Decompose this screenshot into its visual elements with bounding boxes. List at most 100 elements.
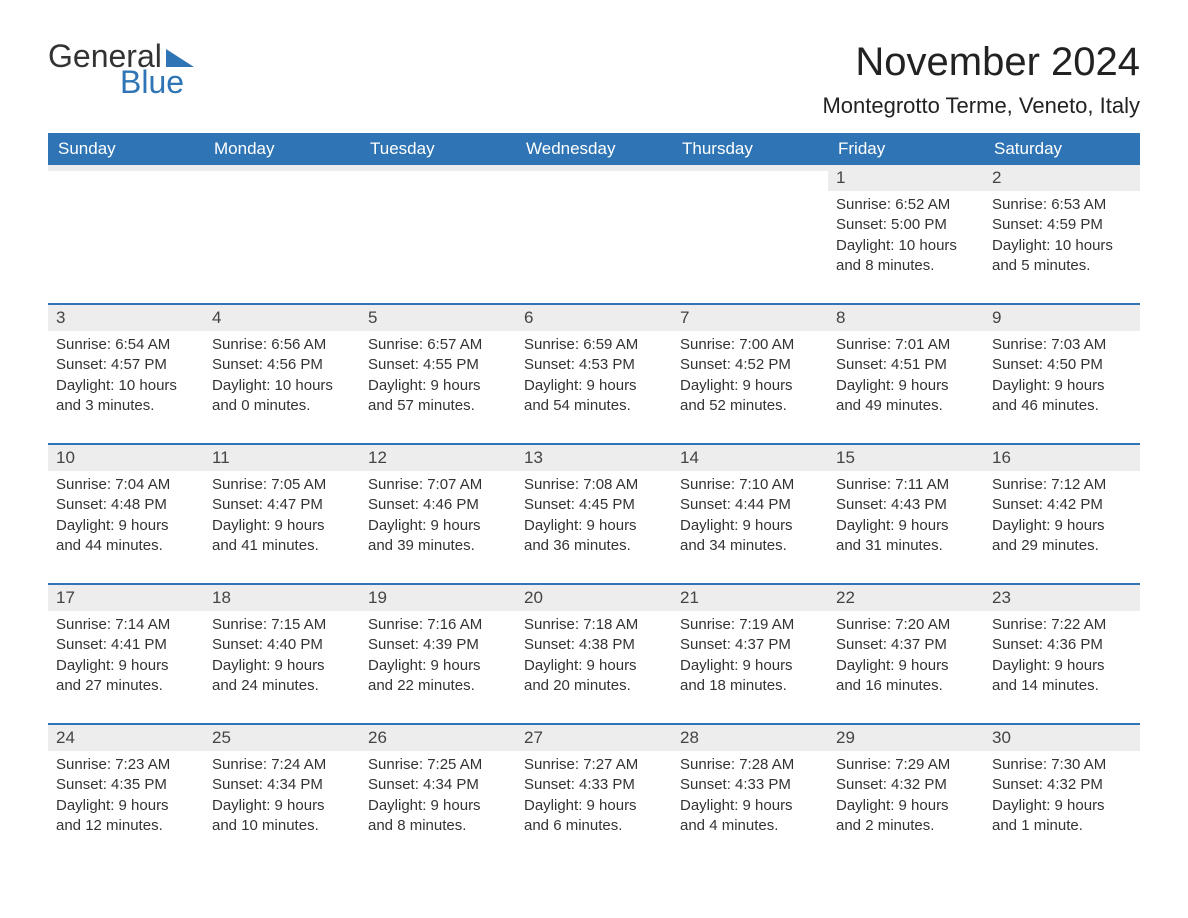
calendar-week: 1Sunrise: 6:52 AMSunset: 5:00 PMDaylight… bbox=[48, 165, 1140, 285]
day-details: Sunrise: 7:27 AMSunset: 4:33 PMDaylight:… bbox=[516, 751, 672, 840]
calendar-header-cell: Monday bbox=[204, 133, 360, 165]
day-number: 12 bbox=[368, 448, 387, 467]
daylight-text: Daylight: 9 hours and 46 minutes. bbox=[992, 376, 1132, 417]
calendar-week: 10Sunrise: 7:04 AMSunset: 4:48 PMDayligh… bbox=[48, 443, 1140, 565]
day-number-row: 10 bbox=[48, 445, 204, 471]
sunrise-text: Sunrise: 7:07 AM bbox=[368, 475, 508, 495]
calendar-body: 1Sunrise: 6:52 AMSunset: 5:00 PMDaylight… bbox=[48, 165, 1140, 845]
day-details: Sunrise: 6:57 AMSunset: 4:55 PMDaylight:… bbox=[360, 331, 516, 420]
sunrise-text: Sunrise: 7:18 AM bbox=[524, 615, 664, 635]
day-number: 1 bbox=[836, 168, 845, 187]
page-header: General Blue November 2024 Montegrotto T… bbox=[48, 40, 1140, 119]
location-subtitle: Montegrotto Terme, Veneto, Italy bbox=[822, 93, 1140, 119]
sunrise-text: Sunrise: 6:53 AM bbox=[992, 195, 1132, 215]
sunrise-text: Sunrise: 6:59 AM bbox=[524, 335, 664, 355]
calendar-day: 14 Sunrise: 7:10 AMSunset: 4:44 PMDayligh… bbox=[672, 445, 828, 565]
sunrise-text: Sunrise: 7:19 AM bbox=[680, 615, 820, 635]
day-number-row: 22 bbox=[828, 585, 984, 611]
calendar-header-row: SundayMondayTuesdayWednesdayThursdayFrid… bbox=[48, 133, 1140, 165]
daylight-text: Daylight: 9 hours and 14 minutes. bbox=[992, 656, 1132, 697]
sunset-text: Sunset: 4:52 PM bbox=[680, 355, 820, 375]
calendar-day bbox=[204, 165, 360, 285]
daylight-text: Daylight: 9 hours and 49 minutes. bbox=[836, 376, 976, 417]
calendar-day: 24Sunrise: 7:23 AMSunset: 4:35 PMDayligh… bbox=[48, 725, 204, 845]
day-details: Sunrise: 6:59 AMSunset: 4:53 PMDaylight:… bbox=[516, 331, 672, 420]
day-number: 14 bbox=[680, 448, 699, 467]
daylight-text: Daylight: 9 hours and 12 minutes. bbox=[56, 796, 196, 837]
calendar-day: 25Sunrise: 7:24 AMSunset: 4:34 PMDayligh… bbox=[204, 725, 360, 845]
calendar-day: 28Sunrise: 7:28 AMSunset: 4:33 PMDayligh… bbox=[672, 725, 828, 845]
day-details: Sunrise: 7:20 AMSunset: 4:37 PMDaylight:… bbox=[828, 611, 984, 700]
sunrise-text: Sunrise: 7:03 AM bbox=[992, 335, 1132, 355]
day-number-row: 23 bbox=[984, 585, 1140, 611]
day-number-row: 16 bbox=[984, 445, 1140, 471]
day-details: Sunrise: 7:04 AMSunset: 4:48 PMDaylight:… bbox=[48, 471, 204, 560]
sunset-text: Sunset: 4:33 PM bbox=[524, 775, 664, 795]
day-details: Sunrise: 6:56 AMSunset: 4:56 PMDaylight:… bbox=[204, 331, 360, 420]
sunset-text: Sunset: 4:57 PM bbox=[56, 355, 196, 375]
sunrise-text: Sunrise: 7:08 AM bbox=[524, 475, 664, 495]
sunset-text: Sunset: 4:43 PM bbox=[836, 495, 976, 515]
daylight-text: Daylight: 9 hours and 57 minutes. bbox=[368, 376, 508, 417]
day-number-row: 6 bbox=[516, 305, 672, 331]
daylight-text: Daylight: 10 hours and 8 minutes. bbox=[836, 236, 976, 277]
day-number-row: 9 bbox=[984, 305, 1140, 331]
calendar-day: 29 Sunrise: 7:29 AMSunset: 4:32 PMDayligh… bbox=[828, 725, 984, 845]
sunset-text: Sunset: 4:46 PM bbox=[368, 495, 508, 515]
day-number: 7 bbox=[680, 308, 689, 327]
day-details: Sunrise: 7:22 AMSunset: 4:36 PMDaylight:… bbox=[984, 611, 1140, 700]
day-number-row: 19 bbox=[360, 585, 516, 611]
day-number: 20 bbox=[524, 588, 543, 607]
daylight-text: Daylight: 9 hours and 24 minutes. bbox=[212, 656, 352, 697]
day-details: Sunrise: 7:25 AMSunset: 4:34 PMDaylight:… bbox=[360, 751, 516, 840]
daylight-text: Daylight: 9 hours and 20 minutes. bbox=[524, 656, 664, 697]
day-number-row: 8 bbox=[828, 305, 984, 331]
day-number-row: 28 bbox=[672, 725, 828, 751]
day-number-row: 30 bbox=[984, 725, 1140, 751]
daylight-text: Daylight: 9 hours and 8 minutes. bbox=[368, 796, 508, 837]
day-number-row: 5 bbox=[360, 305, 516, 331]
day-number: 2 bbox=[992, 168, 1001, 187]
sunset-text: Sunset: 4:47 PM bbox=[212, 495, 352, 515]
calendar-day: 4Sunrise: 6:56 AMSunset: 4:56 PMDaylight… bbox=[204, 305, 360, 425]
daylight-text: Daylight: 9 hours and 4 minutes. bbox=[680, 796, 820, 837]
day-number: 3 bbox=[56, 308, 65, 327]
day-number: 26 bbox=[368, 728, 387, 747]
daylight-text: Daylight: 9 hours and 6 minutes. bbox=[524, 796, 664, 837]
calendar-week: 17Sunrise: 7:14 AMSunset: 4:41 PMDayligh… bbox=[48, 583, 1140, 705]
sunset-text: Sunset: 4:34 PM bbox=[368, 775, 508, 795]
calendar-day bbox=[360, 165, 516, 285]
calendar-day: 21Sunrise: 7:19 AMSunset: 4:37 PMDayligh… bbox=[672, 585, 828, 705]
sunrise-text: Sunrise: 7:25 AM bbox=[368, 755, 508, 775]
sunset-text: Sunset: 4:56 PM bbox=[212, 355, 352, 375]
day-number: 16 bbox=[992, 448, 1011, 467]
day-details: Sunrise: 7:08 AMSunset: 4:45 PMDaylight:… bbox=[516, 471, 672, 560]
sunset-text: Sunset: 4:53 PM bbox=[524, 355, 664, 375]
logo-text-blue: Blue bbox=[120, 66, 200, 98]
day-number: 28 bbox=[680, 728, 699, 747]
day-details: Sunrise: 7:01 AMSunset: 4:51 PMDaylight:… bbox=[828, 331, 984, 420]
day-number-row: 7 bbox=[672, 305, 828, 331]
sunset-text: Sunset: 4:50 PM bbox=[992, 355, 1132, 375]
day-number: 13 bbox=[524, 448, 543, 467]
daylight-text: Daylight: 9 hours and 52 minutes. bbox=[680, 376, 820, 417]
day-number: 29 bbox=[836, 728, 855, 747]
daylight-text: Daylight: 9 hours and 16 minutes. bbox=[836, 656, 976, 697]
day-number: 24 bbox=[56, 728, 75, 747]
day-details: Sunrise: 7:14 AMSunset: 4:41 PMDaylight:… bbox=[48, 611, 204, 700]
daylight-text: Daylight: 9 hours and 39 minutes. bbox=[368, 516, 508, 557]
calendar-day: 16 Sunrise: 7:12 AMSunset: 4:42 PMDayligh… bbox=[984, 445, 1140, 565]
sunset-text: Sunset: 4:51 PM bbox=[836, 355, 976, 375]
day-details: Sunrise: 7:10 AMSunset: 4:44 PMDaylight:… bbox=[672, 471, 828, 560]
day-details: Sunrise: 7:12 AMSunset: 4:42 PMDaylight:… bbox=[984, 471, 1140, 560]
sunrise-text: Sunrise: 7:24 AM bbox=[212, 755, 352, 775]
sunset-text: Sunset: 4:40 PM bbox=[212, 635, 352, 655]
calendar-day: 9 Sunrise: 7:03 AMSunset: 4:50 PMDaylight… bbox=[984, 305, 1140, 425]
day-details: Sunrise: 7:29 AMSunset: 4:32 PMDaylight:… bbox=[828, 751, 984, 840]
sunrise-text: Sunrise: 6:54 AM bbox=[56, 335, 196, 355]
day-number-row: 1 bbox=[828, 165, 984, 191]
day-number: 11 bbox=[212, 448, 230, 467]
calendar-day: 13 Sunrise: 7:08 AMSunset: 4:45 PMDayligh… bbox=[516, 445, 672, 565]
sunrise-text: Sunrise: 7:30 AM bbox=[992, 755, 1132, 775]
day-details: Sunrise: 6:54 AMSunset: 4:57 PMDaylight:… bbox=[48, 331, 204, 420]
